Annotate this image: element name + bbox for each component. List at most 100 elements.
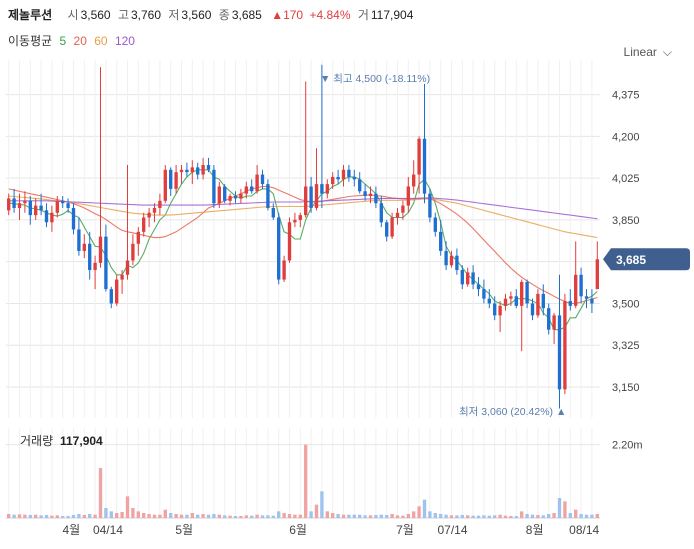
volume-bar — [314, 504, 319, 518]
volume-bar — [115, 513, 119, 518]
volume-bar — [55, 515, 59, 518]
price-tick-label: 3,325 — [612, 340, 640, 352]
candle-body — [233, 196, 238, 199]
volume-bar — [352, 514, 356, 518]
volume-bar — [547, 514, 551, 518]
candle-body — [104, 236, 108, 290]
volume-bar — [233, 516, 238, 518]
stock-name: 제놀루션 — [8, 8, 53, 22]
candle-body — [287, 222, 292, 261]
candle-body — [206, 165, 211, 170]
max-annotation: ▼ 최고 4,500 (-18.11%) — [320, 73, 430, 85]
volume-bar — [439, 514, 443, 518]
candle-body — [39, 205, 43, 211]
candle-body — [541, 293, 545, 309]
candle-body — [28, 200, 32, 216]
candle-body — [136, 231, 140, 244]
ma-legend-60[interactable]: 60 — [94, 34, 108, 48]
volume-bar — [363, 515, 367, 518]
volume-bar — [574, 509, 578, 518]
volume-bar — [271, 515, 275, 518]
volume-bar — [325, 511, 329, 518]
candle-body — [201, 165, 205, 175]
candle-body — [358, 179, 362, 192]
candle-body — [525, 281, 529, 304]
candle-body — [417, 138, 421, 175]
volume-bar — [228, 515, 232, 518]
volume-bar — [169, 513, 173, 518]
volume-bar — [201, 514, 205, 518]
candle-body — [7, 198, 11, 211]
candle-body — [476, 284, 481, 290]
volume-bar — [358, 514, 362, 518]
candle-body — [455, 255, 459, 271]
volume-bar — [412, 511, 416, 518]
volume-bar — [428, 511, 432, 518]
chevron-down-icon: ⌵ — [662, 45, 672, 59]
candle-body — [563, 301, 567, 390]
volume-bar — [77, 514, 81, 518]
candle-body — [115, 279, 119, 304]
volume-bar — [320, 491, 324, 518]
volume-bar — [152, 514, 157, 518]
candle-body — [152, 207, 157, 213]
volume-bar — [455, 515, 459, 518]
volume-bar — [239, 516, 243, 518]
volume-bar — [331, 513, 335, 518]
volume-bar — [34, 514, 38, 518]
volume-bar — [147, 514, 151, 518]
candle-body — [530, 303, 535, 316]
volume-bar — [39, 515, 43, 518]
candle-body — [557, 315, 562, 390]
volume-bar — [422, 499, 427, 518]
volume-bar — [460, 515, 464, 518]
ma-legend-120[interactable]: 120 — [114, 34, 135, 48]
ma-legend-20[interactable]: 20 — [73, 34, 87, 48]
candle-body — [579, 274, 583, 297]
candle-body — [12, 198, 16, 208]
candle-body — [347, 169, 351, 177]
candle-body — [449, 255, 454, 266]
ma-legend-label: 이동평균 — [8, 34, 53, 48]
candle-body — [142, 217, 146, 232]
volume-bar — [536, 515, 540, 518]
volume-bar — [50, 515, 54, 518]
candle-body — [50, 212, 54, 223]
scale-selector[interactable]: Linear ⌵ — [624, 45, 672, 60]
volume-bar — [131, 508, 135, 518]
x-axis-label: 5월 — [175, 523, 193, 537]
candle-body — [422, 138, 427, 194]
volume-bar — [223, 515, 227, 518]
price-tick-label: 3,500 — [612, 298, 640, 310]
volume-bar — [347, 514, 351, 518]
candle-body — [536, 293, 540, 316]
volume-bar — [449, 515, 454, 518]
volume-bar — [190, 513, 194, 518]
candle-body — [260, 174, 265, 185]
volume-bar — [476, 515, 481, 518]
candle-body — [498, 305, 502, 316]
volume-bar — [563, 501, 567, 518]
volume-bar — [250, 515, 254, 518]
candle-body — [471, 272, 475, 285]
volume-bar — [493, 515, 497, 518]
volume-bar — [309, 511, 313, 518]
volume-bar — [341, 514, 346, 518]
volume-bar — [66, 516, 70, 518]
volume-bar — [336, 514, 340, 518]
volume-bar — [260, 515, 265, 518]
volume-bar — [93, 514, 97, 518]
candle-body — [466, 272, 470, 285]
x-axis-label: 08/14 — [569, 523, 599, 537]
candle-body — [363, 191, 367, 197]
ma-legend-5[interactable]: 5 — [59, 34, 67, 48]
candle-body — [444, 250, 448, 266]
candle-body — [255, 174, 259, 192]
candle-body — [304, 186, 308, 216]
volume-bar — [142, 513, 146, 518]
volume-bar — [174, 514, 178, 518]
candle-body — [520, 281, 524, 306]
volume-label: 거 — [357, 8, 369, 22]
price-tick-label: 3,150 — [612, 382, 640, 394]
volume-bar — [590, 514, 594, 518]
